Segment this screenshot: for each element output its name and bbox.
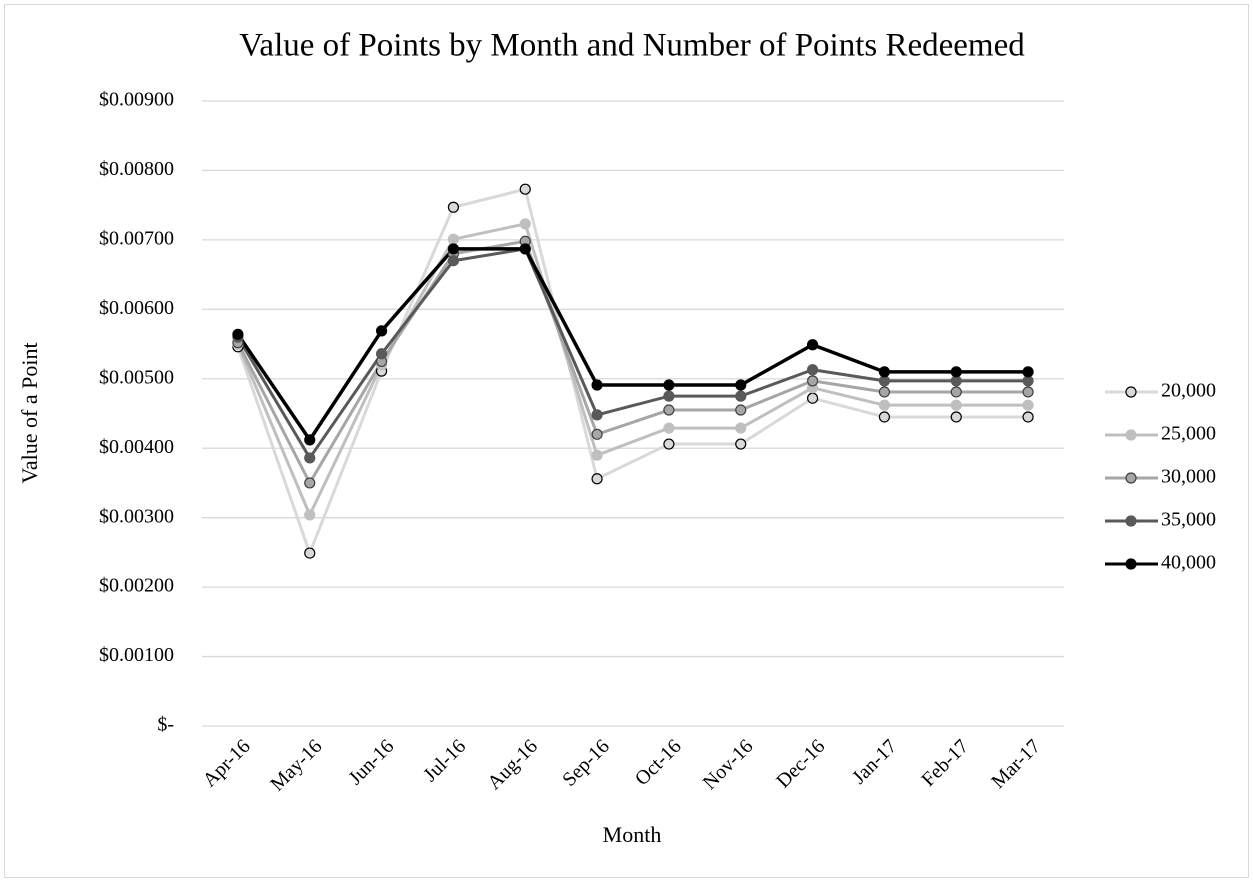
data-point	[735, 404, 747, 416]
data-point	[735, 438, 747, 450]
y-tick-label: $0.00700	[99, 227, 174, 249]
data-point	[304, 434, 316, 446]
data-point	[806, 392, 819, 404]
y-tick-label: $0.00300	[99, 505, 174, 527]
data-point	[447, 243, 460, 255]
series-line	[236, 187, 1029, 555]
y-axis-title: Value of a Point	[17, 342, 42, 483]
data-point	[447, 201, 460, 213]
data-point	[375, 348, 388, 360]
data-point	[878, 399, 891, 411]
data-point	[663, 404, 675, 416]
data-point	[735, 390, 747, 402]
x-axis-title: Month	[603, 822, 662, 847]
data-point	[1022, 411, 1034, 423]
data-point	[304, 509, 316, 521]
y-tick-label: $0.00200	[99, 575, 174, 597]
data-point	[304, 547, 316, 559]
data-point	[232, 328, 244, 340]
data-point	[663, 379, 675, 391]
data-point	[663, 438, 675, 450]
data-point	[447, 255, 460, 267]
y-tick-label: $0.00900	[99, 89, 174, 111]
data-point	[950, 411, 962, 423]
y-tick-label: $0.00600	[99, 297, 174, 319]
data-point	[304, 452, 316, 464]
data-point	[1022, 399, 1034, 411]
data-point	[375, 325, 388, 337]
data-point	[1022, 386, 1034, 398]
data-point	[591, 449, 603, 461]
data-point	[519, 218, 531, 230]
legend-marker	[1125, 386, 1137, 398]
data-point	[950, 366, 962, 378]
data-point	[1022, 366, 1034, 378]
legend-marker	[1125, 515, 1137, 527]
data-point	[591, 428, 603, 440]
legend-label: 30,000	[1161, 466, 1216, 488]
data-point	[519, 243, 531, 255]
y-tick-label: $0.00400	[99, 436, 174, 458]
data-point	[591, 379, 603, 391]
data-point	[878, 411, 891, 423]
y-tick-label: $0.00100	[99, 644, 174, 666]
legend-label: 20,000	[1161, 380, 1216, 402]
series-line	[236, 247, 1029, 442]
series-line	[236, 239, 1029, 485]
chart-title: Value of Points by Month and Number of P…	[239, 28, 1025, 64]
data-point	[878, 366, 891, 378]
data-point	[806, 364, 819, 376]
data-point	[950, 399, 962, 411]
data-point	[663, 390, 675, 402]
series-line	[236, 222, 1029, 517]
data-point	[591, 409, 603, 421]
data-point	[735, 379, 747, 391]
y-tick-label: $-	[157, 714, 174, 736]
data-point	[663, 422, 675, 434]
legend-label: 25,000	[1161, 423, 1216, 445]
legend-label: 35,000	[1161, 509, 1216, 531]
data-point	[735, 422, 747, 434]
data-point	[304, 477, 316, 489]
data-point	[806, 339, 819, 351]
data-point	[878, 386, 891, 398]
legend-marker	[1125, 558, 1137, 570]
legend-marker	[1125, 472, 1137, 484]
chart-border	[4, 4, 1249, 878]
series-line	[236, 247, 1029, 460]
y-tick-label: $0.00500	[99, 366, 174, 388]
data-point	[806, 375, 819, 387]
y-tick-label: $0.00800	[99, 158, 174, 180]
data-point	[591, 473, 603, 485]
data-point	[519, 183, 531, 195]
legend-marker	[1125, 429, 1137, 441]
legend-label: 40,000	[1161, 552, 1216, 574]
data-point	[950, 386, 962, 398]
data-point	[447, 233, 460, 245]
